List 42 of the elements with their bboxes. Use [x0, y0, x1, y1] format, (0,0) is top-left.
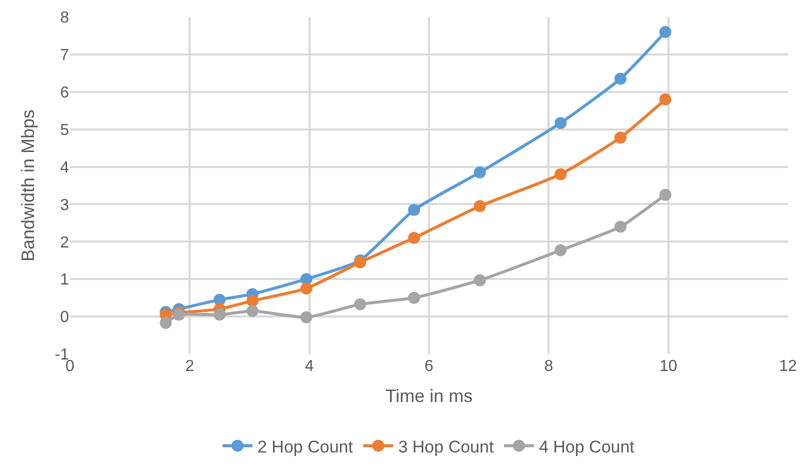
point — [659, 188, 672, 201]
y-tick-label: 2 — [60, 234, 70, 252]
y-tick-label: 3 — [60, 196, 70, 214]
x-axis-title: Time in ms — [385, 386, 473, 406]
y-tick-label: 7 — [60, 47, 70, 64]
y-tick-label: 0 — [60, 309, 70, 326]
point — [474, 274, 486, 286]
point — [160, 316, 172, 329]
point — [214, 308, 226, 321]
point — [300, 282, 312, 294]
y-tick-label: 4 — [60, 159, 70, 176]
point — [408, 292, 420, 304]
x-tick-label: 2 — [185, 358, 194, 375]
legend-label: 4 Hop Count — [538, 437, 635, 456]
point — [300, 311, 312, 324]
point — [659, 26, 672, 38]
point — [554, 168, 567, 180]
point — [614, 220, 626, 233]
legend-label: 3 Hop Count — [398, 437, 494, 456]
point — [408, 232, 420, 244]
y-axis-title: Bandwidth in Mbps — [18, 109, 38, 262]
x-tick-label: 6 — [424, 358, 434, 375]
legend-label: 2 Hop Count — [258, 437, 354, 456]
point — [554, 116, 567, 129]
y-tick-label: 6 — [60, 84, 70, 102]
point — [474, 200, 486, 212]
x-tick-label: 12 — [779, 358, 797, 375]
point — [554, 244, 567, 256]
point — [354, 298, 366, 310]
x-tick-label: 4 — [304, 358, 314, 375]
point — [614, 72, 626, 85]
point — [474, 166, 486, 178]
x-tick-label: 10 — [659, 358, 678, 375]
y-tick-label: 1 — [60, 272, 70, 289]
point — [246, 294, 258, 307]
point — [246, 304, 258, 317]
x-tick-label: 8 — [544, 358, 554, 375]
point — [408, 204, 420, 216]
y-tick-label: 8 — [60, 10, 70, 27]
y-tick-label: 5 — [60, 122, 70, 139]
point — [614, 132, 626, 144]
point — [659, 93, 672, 106]
